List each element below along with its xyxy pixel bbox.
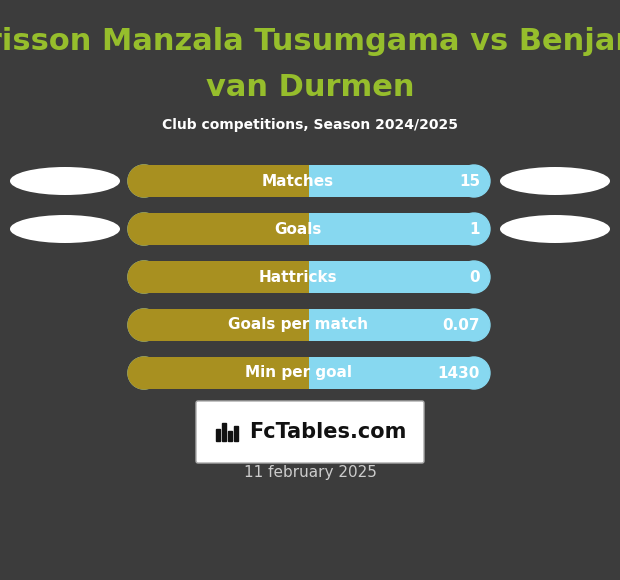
FancyBboxPatch shape (144, 309, 474, 341)
Circle shape (128, 261, 160, 293)
Circle shape (458, 213, 490, 245)
Text: Matches: Matches (262, 173, 334, 188)
Text: FcTables.com: FcTables.com (249, 422, 407, 442)
Circle shape (128, 261, 160, 293)
Circle shape (458, 309, 490, 341)
FancyBboxPatch shape (144, 357, 474, 389)
FancyBboxPatch shape (144, 261, 309, 293)
Text: 0: 0 (469, 270, 480, 285)
Circle shape (128, 165, 160, 197)
Text: Goals: Goals (275, 222, 322, 237)
Text: van Durmen: van Durmen (206, 74, 414, 103)
FancyBboxPatch shape (196, 401, 424, 463)
Circle shape (458, 165, 490, 197)
Bar (234, 426, 238, 441)
Bar (228, 431, 232, 441)
Text: Min per goal: Min per goal (245, 365, 352, 380)
FancyBboxPatch shape (144, 309, 309, 341)
Circle shape (128, 165, 160, 197)
Ellipse shape (500, 215, 610, 243)
Text: 11 february 2025: 11 february 2025 (244, 466, 376, 480)
FancyBboxPatch shape (144, 213, 309, 245)
Text: Club competitions, Season 2024/2025: Club competitions, Season 2024/2025 (162, 118, 458, 132)
Circle shape (128, 309, 160, 341)
Text: Goals per match: Goals per match (228, 317, 368, 332)
Ellipse shape (10, 167, 120, 195)
Ellipse shape (10, 215, 120, 243)
Circle shape (128, 213, 160, 245)
Circle shape (128, 309, 160, 341)
Bar (216, 429, 220, 441)
Circle shape (128, 213, 160, 245)
Text: 1: 1 (469, 222, 480, 237)
Text: 15: 15 (459, 173, 480, 188)
Circle shape (128, 357, 160, 389)
Circle shape (458, 261, 490, 293)
Bar (222, 423, 226, 441)
Circle shape (458, 357, 490, 389)
Ellipse shape (500, 167, 610, 195)
FancyBboxPatch shape (144, 165, 474, 197)
Circle shape (128, 357, 160, 389)
Text: Harisson Manzala Tusumgama vs Benjamin: Harisson Manzala Tusumgama vs Benjamin (0, 27, 620, 56)
Text: 0.07: 0.07 (443, 317, 480, 332)
Text: Hattricks: Hattricks (259, 270, 337, 285)
Text: 1430: 1430 (438, 365, 480, 380)
FancyBboxPatch shape (144, 261, 474, 293)
FancyBboxPatch shape (144, 213, 474, 245)
FancyBboxPatch shape (144, 357, 309, 389)
FancyBboxPatch shape (144, 165, 309, 197)
